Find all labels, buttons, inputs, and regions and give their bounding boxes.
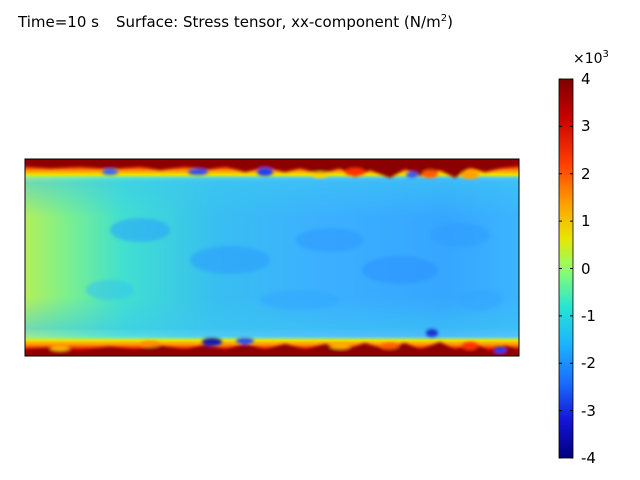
- colorbar: [559, 79, 573, 458]
- colorbar-tick-label: 0: [581, 259, 591, 278]
- plot-title-suffix: ): [447, 13, 453, 31]
- colorbar-tick-label: 3: [581, 117, 591, 136]
- colorbar-tick-label: -4: [581, 449, 596, 467]
- colorbar-tick-label: -2: [581, 354, 596, 373]
- colorbar-tick-label: 1: [581, 212, 591, 231]
- domain-outline: [24, 158, 520, 357]
- stress-surface: [25, 159, 519, 356]
- plot-title: Surface: Stress tensor, xx-component (N/…: [116, 13, 453, 31]
- colorbar-tick-label: 2: [581, 164, 591, 183]
- colorbar-scale-base: ×10: [573, 51, 603, 67]
- time-label: Time=10 s: [18, 13, 99, 31]
- colorbar-scale-factor: ×103: [573, 49, 609, 68]
- colorbar-scale-exponent: 3: [602, 49, 609, 60]
- plot-title-text: Surface: Stress tensor, xx-component (N/…: [116, 13, 441, 31]
- colorbar-tick-label: -1: [581, 306, 596, 325]
- plot-title-exponent: 2: [440, 13, 448, 24]
- colorbar-tick-label: 4: [581, 70, 591, 88]
- colorbar-ticks: [559, 78, 573, 459]
- colorbar-tick-label: -3: [581, 401, 596, 420]
